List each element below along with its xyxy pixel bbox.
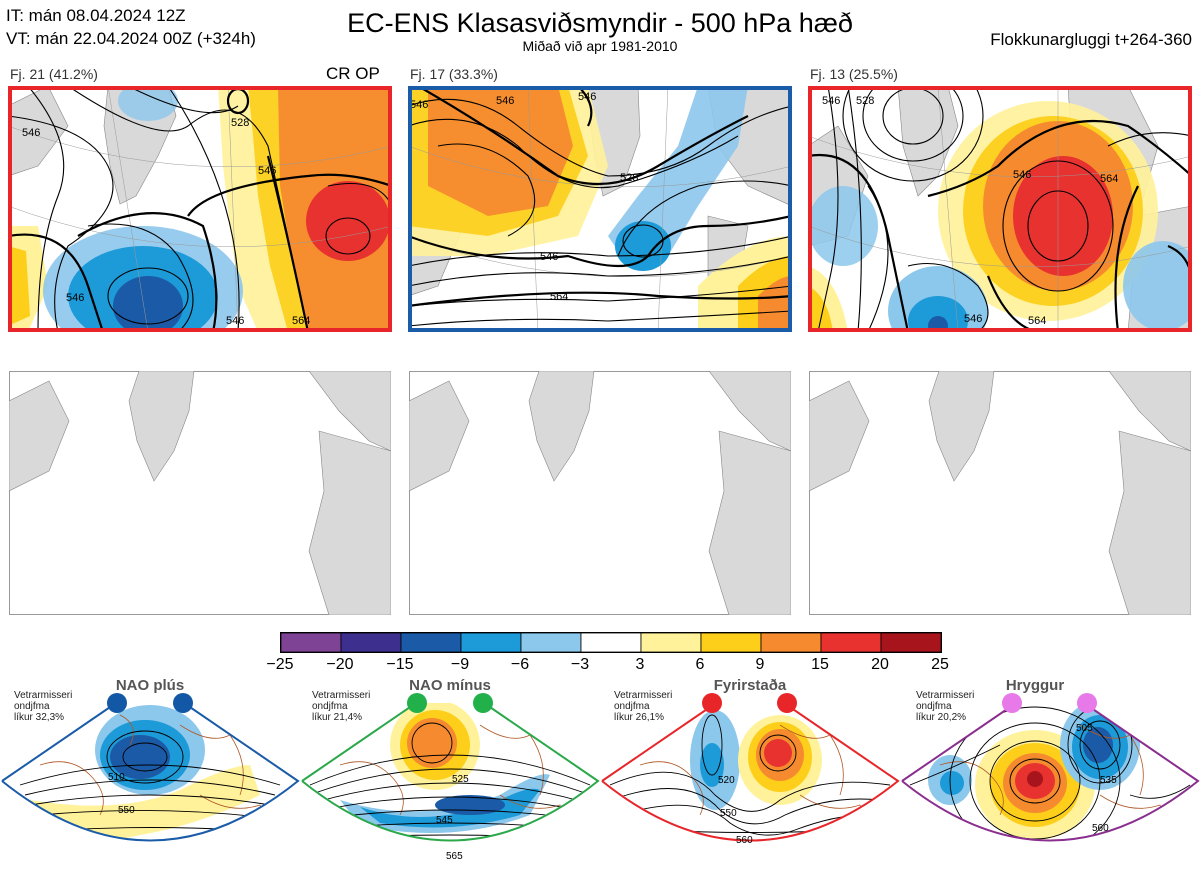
colorbar-tick: −3 xyxy=(570,656,590,673)
colorbar xyxy=(280,632,942,653)
window-label: Flokkunargluggi t+264-360 xyxy=(990,30,1192,49)
cluster-2-label: Fj. 17 (33.3%) xyxy=(410,66,498,82)
colorbar-labels: −25 −20 −15 −9 −6 −3 3 6 9 15 20 25 xyxy=(266,656,948,676)
regime-1-contour-label: 510 xyxy=(108,772,125,783)
colorbar-tick: −25 xyxy=(266,656,294,673)
colorbar-swatch xyxy=(760,632,822,653)
regime-4-contour-label: 560 xyxy=(1092,823,1109,834)
colorbar-swatch xyxy=(340,632,402,653)
colorbar-tick: 9 xyxy=(755,656,765,673)
cluster-2-contour-label: 528 xyxy=(620,172,638,184)
page-subtitle: Miðað við apr 1981-2010 xyxy=(522,38,678,54)
colorbar-tick: −15 xyxy=(386,656,414,673)
cluster-3-contour-label: 546 xyxy=(964,313,982,325)
regime-1-contour-label: 550 xyxy=(118,805,135,816)
cluster-2-contour-label: 546 xyxy=(410,99,428,111)
colorbar-swatch xyxy=(700,632,762,653)
colorbar-tick: −9 xyxy=(450,656,470,673)
colorbar-tick: 3 xyxy=(635,656,645,673)
regime-2-title: NAO mínus xyxy=(409,677,491,694)
regime-4-title: Hryggur xyxy=(1005,677,1065,694)
cluster-1-contour-label: 528 xyxy=(231,117,249,129)
colorbar-tick: 25 xyxy=(931,656,949,673)
header-info: IT: mán 08.04.2024 12Z VT: mán 22.04.202… xyxy=(6,4,256,50)
colorbar-swatch xyxy=(520,632,582,653)
regime-4-contour-label: 505 xyxy=(1076,723,1093,734)
regime-1-title: NAO plús xyxy=(115,677,185,694)
cluster-2-contour-label: 564 xyxy=(550,291,568,303)
cluster-2-contour-label: 546 xyxy=(578,91,596,103)
cluster-3-contour-label: 528 xyxy=(856,95,874,107)
regime-4-dot xyxy=(1077,693,1097,713)
cluster-3-contour-label: 564 xyxy=(1028,315,1046,327)
regime-3-map: 520 550 560 xyxy=(601,693,900,846)
regime-2-note: Vetrarmisseri ondjfma líkur 21,4% xyxy=(312,690,371,723)
cluster-1-tag: CR OP xyxy=(326,64,380,83)
regime-3-contour-label: 520 xyxy=(718,775,735,786)
colorbar-swatch xyxy=(400,632,462,653)
cluster-1-contour-label: 564 xyxy=(292,315,310,327)
colorbar-swatch xyxy=(820,632,882,653)
regime-2-contour-label: 525 xyxy=(452,774,469,785)
colorbar-tick: −20 xyxy=(326,656,354,673)
regime-4-note: Vetrarmisseri ondjfma líkur 20,2% xyxy=(916,690,975,723)
cluster-2-border xyxy=(408,86,792,332)
base-map-1 xyxy=(9,371,391,615)
regime-3-outline xyxy=(601,702,900,842)
regime-4-map: 505 535 560 xyxy=(901,693,1200,842)
cluster-3-border xyxy=(808,86,1192,332)
base-map-2 xyxy=(409,371,791,615)
colorbar-tick: 15 xyxy=(811,656,829,673)
cluster-1-contour-label: 546 xyxy=(226,315,244,327)
cluster-3-contour-label: 564 xyxy=(1100,173,1118,185)
regime-1-outline xyxy=(1,702,300,842)
cluster-3-contour-label: 546 xyxy=(822,95,840,107)
regime-2-contour-label: 545 xyxy=(436,815,453,826)
cluster-1-border xyxy=(8,86,392,332)
colorbar-swatch xyxy=(640,632,702,653)
regime-3-title: Fyrirstaða xyxy=(713,677,787,694)
cluster-1-contour-label: 546 xyxy=(66,292,84,304)
cluster-3-map: 546 528 546 564 546 564 xyxy=(808,86,1192,332)
page-title: EC-ENS Klasasviðsmyndir - 500 hPa hæð xyxy=(347,8,853,38)
cluster-2-contour-label: 546 xyxy=(496,95,514,107)
valid-time: VT: mán 22.04.2024 00Z (+324h) xyxy=(6,29,256,48)
colorbar-tick: −6 xyxy=(510,656,530,673)
regime-1-dot xyxy=(173,693,193,713)
regime-4-contour-label: 535 xyxy=(1100,775,1117,786)
regime-4-dot xyxy=(1002,693,1022,713)
cluster-1-contour-label: 546 xyxy=(22,127,40,139)
cluster-2-map: 546 546 546 528 546 564 xyxy=(408,86,792,332)
regime-3-dot xyxy=(702,693,722,713)
regime-2-dot xyxy=(473,693,493,713)
regime-2-contour-label: 565 xyxy=(446,851,463,862)
colorbar-swatch xyxy=(580,632,642,653)
init-time: IT: mán 08.04.2024 12Z xyxy=(6,6,186,25)
colorbar-tick: 20 xyxy=(871,656,889,673)
regime-2-outline xyxy=(301,702,600,842)
cluster-1-label: Fj. 21 (41.2%) xyxy=(10,66,98,82)
regime-4-outline xyxy=(901,702,1200,842)
colorbar-swatch xyxy=(460,632,522,653)
colorbar-tick: 6 xyxy=(695,656,705,673)
regime-2-map: 525 545 565 xyxy=(301,693,600,862)
colorbar-swatch xyxy=(280,632,342,653)
cluster-3-contour-label: 546 xyxy=(1013,169,1031,181)
regime-3-contour-label: 560 xyxy=(736,835,753,846)
cluster-1-contour-label: 546 xyxy=(258,165,276,177)
colorbar-swatch xyxy=(880,632,942,653)
regime-3-contour-label: 550 xyxy=(720,808,737,819)
cluster-3-label: Fj. 13 (25.5%) xyxy=(810,66,898,82)
regime-2-dot xyxy=(407,693,427,713)
regime-3-note: Vetrarmisseri ondjfma líkur 26,1% xyxy=(614,690,673,723)
regime-1-note: Vetrarmisseri ondjfma líkur 32,3% xyxy=(14,690,73,723)
regime-1-dot xyxy=(107,693,127,713)
base-map-3 xyxy=(809,371,1191,615)
regime-3-dot xyxy=(777,693,797,713)
cluster-1-map: 546 528 546 546 546 564 xyxy=(8,86,392,332)
cluster-2-contour-label: 546 xyxy=(540,251,558,263)
regime-1-map: 510 550 xyxy=(1,693,300,842)
